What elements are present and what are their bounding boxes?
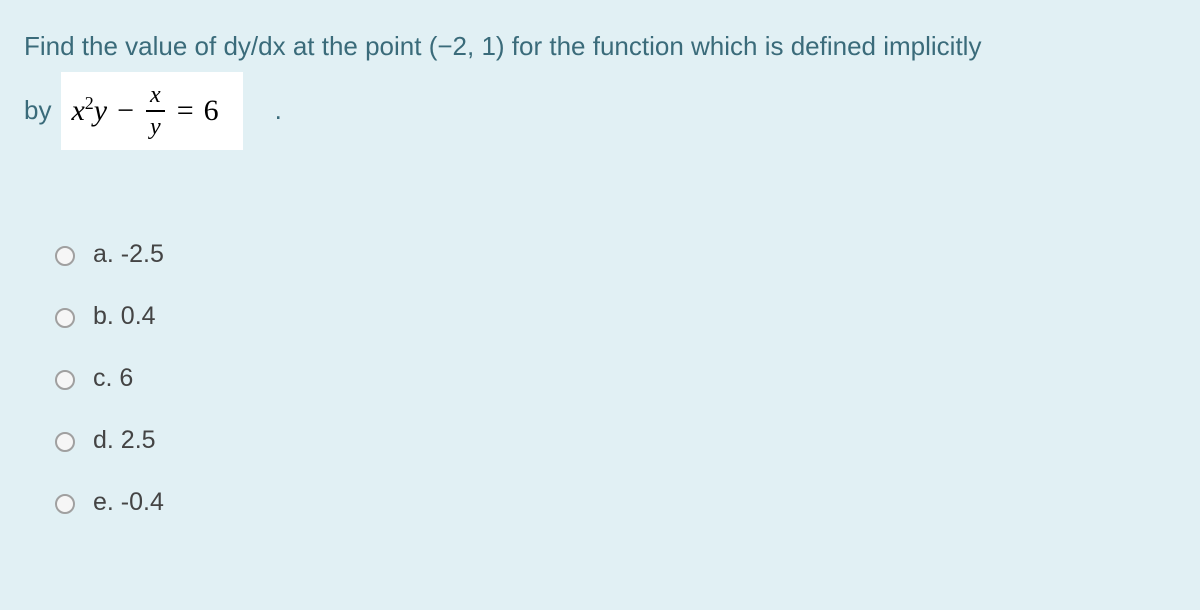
radio-b[interactable]: [55, 308, 75, 328]
eq-y: y: [94, 94, 107, 127]
frac-denominator: y: [146, 115, 165, 139]
radio-e[interactable]: [55, 494, 75, 514]
eq-equals: =: [177, 94, 194, 128]
question-line1: Find the value of dy/dx at the point (−2…: [24, 30, 1176, 64]
option-a[interactable]: a. -2.5: [50, 240, 1176, 269]
trailing-dot: .: [275, 95, 282, 126]
equation-box: x2y − x y = 6: [61, 72, 242, 150]
eq-minus: −: [117, 94, 134, 128]
eq-x: x: [71, 94, 84, 127]
radio-d[interactable]: [55, 432, 75, 452]
option-c[interactable]: c. 6: [50, 364, 1176, 393]
option-label: d. 2.5: [93, 426, 156, 455]
eq-fraction: x y: [146, 83, 165, 139]
radio-c[interactable]: [55, 370, 75, 390]
option-d[interactable]: d. 2.5: [50, 426, 1176, 455]
question-line2: by x2y − x y = 6 .: [24, 72, 1176, 150]
radio-a[interactable]: [55, 246, 75, 266]
frac-numerator: x: [146, 83, 165, 107]
option-b[interactable]: b. 0.4: [50, 302, 1176, 331]
option-label: b. 0.4: [93, 302, 156, 331]
equation-lhs: x2y: [71, 93, 107, 128]
by-text: by: [24, 94, 51, 128]
eq-rhs: 6: [204, 94, 219, 128]
option-label: a. -2.5: [93, 240, 164, 269]
eq-exp: 2: [85, 93, 94, 113]
option-label: c. 6: [93, 364, 133, 393]
options-list: a. -2.5 b. 0.4 c. 6 d. 2.5 e. -0.4: [50, 240, 1176, 517]
frac-bar: [146, 110, 165, 112]
option-e[interactable]: e. -0.4: [50, 488, 1176, 517]
option-label: e. -0.4: [93, 488, 164, 517]
